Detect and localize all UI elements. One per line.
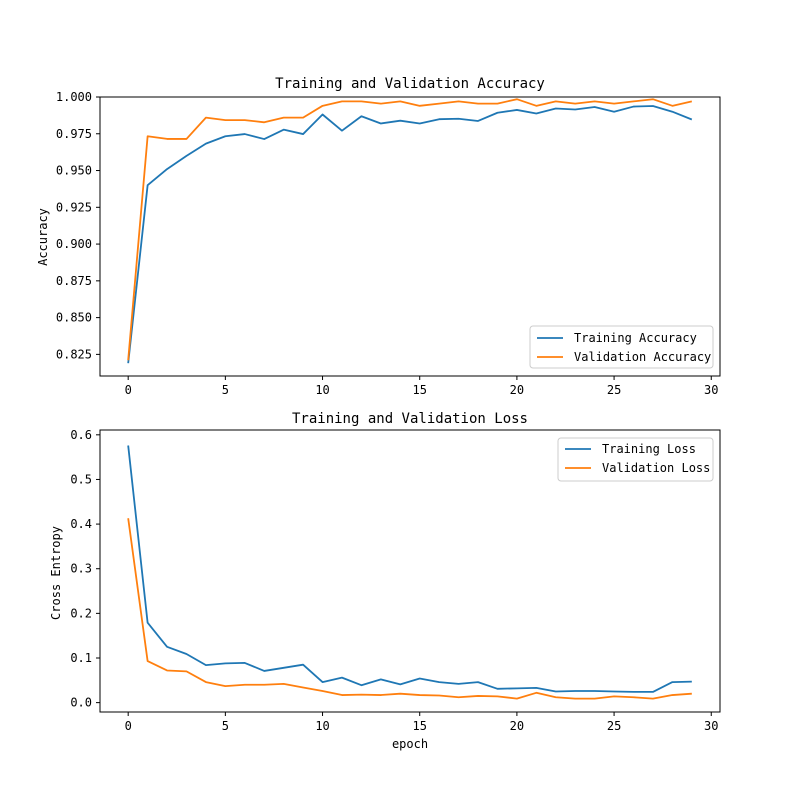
loss-y-tick-label: 0.2 — [70, 606, 92, 620]
legend-label-validation-loss: Validation Loss — [602, 461, 710, 475]
series-line-validation-loss — [127, 518, 692, 700]
loss-y-tick-label: 0.3 — [70, 562, 92, 576]
accuracy-y-tick-label: 0.850 — [56, 311, 92, 325]
accuracy-y-tick-label: 0.900 — [56, 237, 92, 251]
loss-y-tick-label: 0.5 — [70, 472, 92, 486]
accuracy-x-tick-label: 20 — [510, 383, 524, 397]
loss-ticks: 0 5 10 15 20 25 30 0.0 0.1 0.2 0.3 0.4 0.5 0.6 — [70, 428, 718, 733]
accuracy-ticks: 0 5 10 15 20 25 30 0.825 0.850 0.875 0.900 0.925 0.9… — [56, 90, 719, 397]
loss-x-tick-label: 20 — [510, 719, 524, 733]
accuracy-x-tick-label: 10 — [315, 383, 329, 397]
accuracy-y-tick-label: 0.950 — [56, 164, 92, 178]
accuracy-y-axis-label: Accuracy — [36, 208, 50, 266]
accuracy-chart-title: Training and Validation Accuracy — [275, 76, 545, 92]
loss-legend: Training Loss Validation Loss — [557, 437, 714, 482]
loss-x-axis-label: epoch — [392, 737, 428, 751]
series-line-training-accuracy — [127, 105, 693, 364]
loss-x-tick-label: 30 — [704, 719, 718, 733]
loss-x-tick-label: 25 — [607, 719, 621, 733]
loss-x-tick-label: 15 — [412, 719, 426, 733]
loss-y-tick-label: 0.4 — [70, 517, 92, 531]
loss-legend-box — [557, 437, 714, 482]
accuracy-lines — [127, 98, 693, 364]
accuracy-chart: Training and Validation Accuracy Accurac… — [36, 76, 721, 397]
loss-chart: Training and Validation Loss Cross Entro… — [49, 411, 721, 751]
loss-chart-title: Training and Validation Loss — [292, 411, 528, 427]
legend-label-training-loss: Training Loss — [602, 442, 696, 456]
accuracy-y-tick-label: 0.925 — [56, 200, 92, 214]
accuracy-x-tick-label: 5 — [222, 383, 229, 397]
accuracy-x-tick-label: 25 — [607, 383, 621, 397]
accuracy-y-tick-label: 0.825 — [56, 347, 92, 361]
loss-x-tick-label: 5 — [222, 719, 229, 733]
accuracy-plot-frame — [99, 96, 721, 377]
loss-x-tick-label: 10 — [315, 719, 329, 733]
accuracy-x-tick-label: 15 — [412, 383, 426, 397]
accuracy-x-tick-label: 30 — [704, 383, 718, 397]
loss-y-axis-label: Cross Entropy — [49, 526, 63, 620]
loss-y-tick-label: 0.1 — [70, 651, 92, 665]
legend-label-training-accuracy: Training Accuracy — [574, 331, 697, 345]
accuracy-y-tick-label: 1.000 — [56, 90, 92, 104]
loss-lines — [127, 445, 692, 700]
loss-y-tick-label: 0.6 — [70, 428, 92, 442]
loss-y-tick-label: 0.0 — [70, 696, 92, 710]
series-line-training-loss — [127, 445, 692, 693]
accuracy-legend: Training Accuracy Validation Accuracy — [529, 325, 714, 369]
accuracy-y-tick-label: 0.875 — [56, 274, 92, 288]
loss-plot-frame — [99, 429, 721, 713]
accuracy-legend-box — [529, 325, 714, 369]
legend-label-validation-accuracy: Validation Accuracy — [574, 350, 711, 364]
accuracy-x-tick-label: 0 — [125, 383, 132, 397]
accuracy-y-tick-label: 0.975 — [56, 127, 92, 141]
series-line-validation-accuracy — [127, 98, 693, 361]
loss-x-tick-label: 0 — [125, 719, 132, 733]
